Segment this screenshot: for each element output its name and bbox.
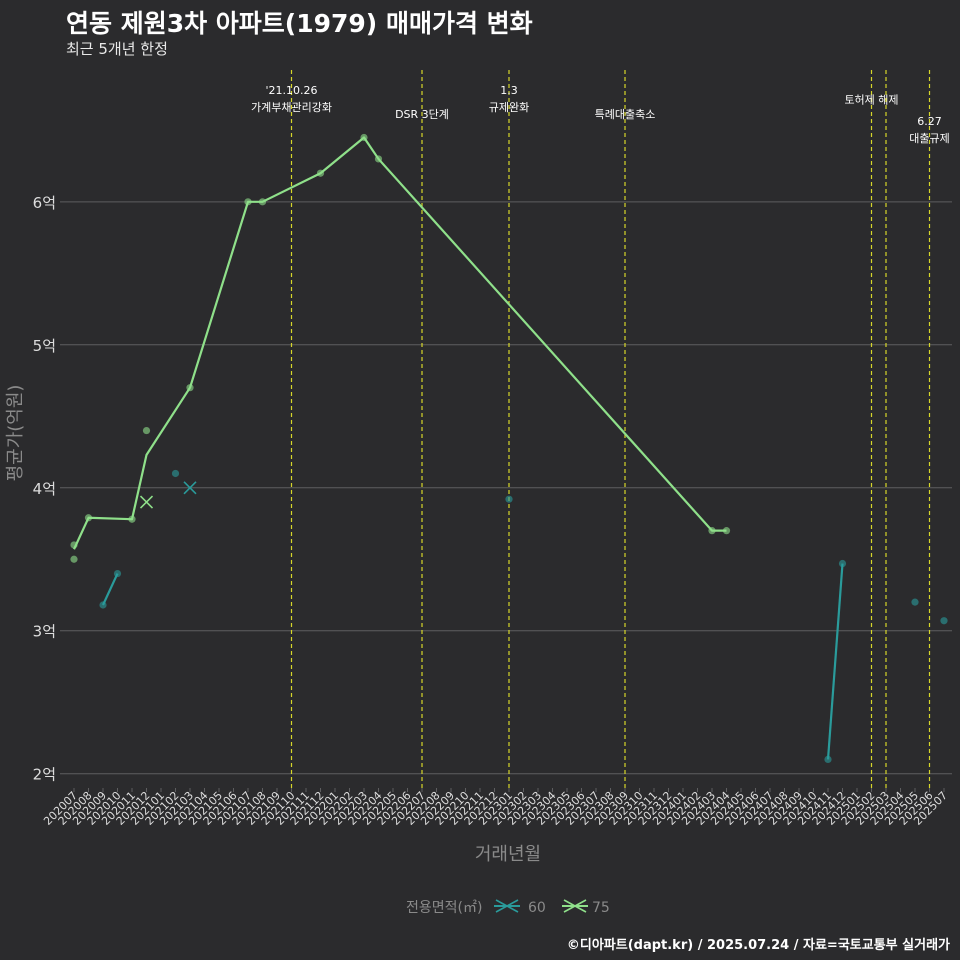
legend-title: 전용면적(㎡) (406, 900, 482, 916)
series-layer (70, 133, 948, 764)
data-point-75 (128, 515, 136, 523)
data-point-75 (70, 541, 78, 549)
series-line-75 (73, 136, 727, 550)
y-tick-label: 3억 (33, 623, 56, 641)
policy-event-label: 토허제 해제 (844, 93, 898, 107)
data-point-60 (171, 469, 180, 478)
policy-event-label: 특례대출축소 (595, 108, 656, 121)
legend-label-75: 75 (592, 900, 610, 916)
policy-event-label: 규제완화 (489, 101, 529, 114)
y-axis-label: 평균가(억원) (5, 385, 26, 482)
data-point-75 (374, 155, 383, 163)
chart-title: 연동 제원3차 아파트(1979) 매매가격 변화 (66, 9, 533, 38)
data-point-60 (113, 569, 122, 578)
data-point-75 (84, 514, 93, 522)
source-caption: ©디아파트(dapt.kr) / 2025.07.24 / 자료=국토교통부 실… (566, 938, 950, 953)
data-point-75 (244, 198, 252, 206)
chart-subtitle: 최근 5개년 한정 (66, 40, 168, 58)
data-point-75 (70, 555, 78, 563)
y-tick-label: 4억 (33, 480, 56, 498)
x-tick-labels: 2020072020082020092020102020112020122021… (41, 788, 950, 828)
policy-event-label: 1.3 (500, 84, 518, 97)
legend-label-60: 60 (528, 900, 546, 916)
policy-event-label: 6.27 (917, 115, 942, 128)
y-tick-label: 5억 (33, 337, 56, 355)
data-point-60 (940, 617, 948, 625)
policy-event-label: DSR 3단계 (395, 108, 449, 121)
data-point-60 (838, 559, 847, 568)
legend-key-60 (494, 899, 520, 913)
policy-event-label: '21.10.26 (265, 84, 317, 97)
data-point-75 (142, 426, 151, 435)
policy-event-label: 대출규제 (909, 132, 949, 145)
y-tick-label: 2억 (33, 766, 56, 784)
cross-marker-75 (139, 495, 154, 509)
data-point-75 (360, 133, 368, 142)
legend-key-75 (562, 899, 588, 913)
data-point-75 (316, 169, 325, 177)
data-point-75 (722, 527, 731, 535)
data-point-60 (99, 601, 107, 609)
data-point-60 (911, 598, 919, 606)
data-point-60 (824, 755, 832, 764)
x-axis-label: 거래년월 (475, 844, 541, 865)
y-tick-labels: 2억 3억 4억 5억 6억 (33, 194, 56, 784)
data-point-60 (505, 495, 513, 503)
cross-marker-60 (183, 481, 197, 495)
grid-layer (60, 201, 952, 775)
y-tick-label: 6억 (33, 194, 56, 212)
data-point-75 (258, 198, 267, 206)
legend: 전용면적(㎡) 60 75 (406, 899, 610, 916)
data-point-75 (186, 384, 194, 392)
data-point-75 (708, 527, 716, 535)
policy-event-label: 가계부채관리강화 (251, 101, 332, 114)
series-line-60 (826, 563, 844, 760)
series-line-60 (102, 573, 119, 606)
